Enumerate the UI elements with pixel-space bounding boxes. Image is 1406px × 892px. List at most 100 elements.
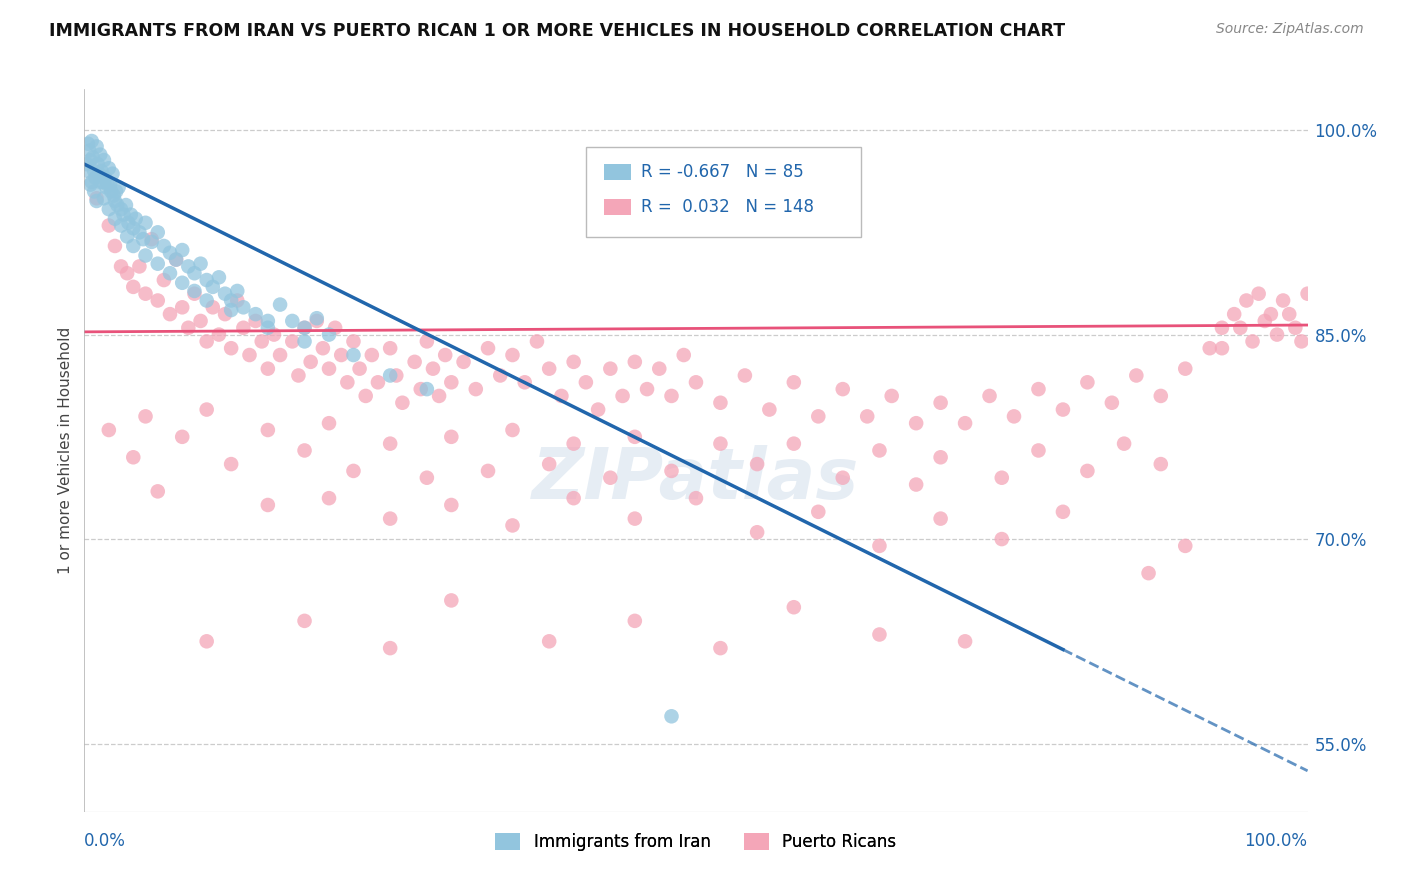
Point [245,307,267,321]
Point [905,416,928,430]
Point [1291,334,1313,349]
Point [132,232,155,246]
Point [422,361,444,376]
Point [1052,505,1074,519]
Point [115,229,138,244]
Point [105,185,128,199]
Point [330,348,353,362]
Point [929,450,952,465]
Point [342,348,364,362]
Point [83,185,105,199]
Point [709,396,731,410]
Point [1260,307,1282,321]
Point [1174,361,1197,376]
Point [1076,376,1098,390]
Point [195,334,218,349]
Point [318,491,340,505]
Point [562,355,585,369]
Point [612,389,634,403]
Point [165,252,187,267]
Point [440,430,463,444]
Point [991,471,1014,485]
Point [195,293,218,308]
Point [385,368,408,383]
Point [391,396,413,410]
Point [624,511,647,525]
Point [427,389,450,403]
Point [195,402,218,417]
Point [869,443,891,458]
Point [110,202,132,216]
Point [349,361,371,376]
Point [734,368,756,383]
Point [1002,409,1025,424]
Point [513,376,536,390]
Point [80,134,103,148]
Text: R =  0.032   N = 148: R = 0.032 N = 148 [641,198,814,216]
Point [269,348,291,362]
Point [195,634,218,648]
Point [661,389,683,403]
Point [953,634,976,648]
Point [82,150,104,164]
Point [599,471,621,485]
Point [416,471,439,485]
Text: Source: ZipAtlas.com: Source: ZipAtlas.com [1216,22,1364,37]
Point [747,525,769,540]
Point [146,293,169,308]
Point [1272,293,1295,308]
Point [1223,307,1246,321]
Point [122,450,145,465]
Point [86,194,108,208]
Point [1076,464,1098,478]
Point [294,443,316,458]
Point [477,464,499,478]
Point [128,225,150,239]
Point [219,341,242,355]
Point [135,248,157,262]
Point [624,355,647,369]
Point [672,348,695,362]
Point [342,334,364,349]
Point [294,334,316,349]
Point [219,303,242,318]
Point [159,307,181,321]
Point [323,320,346,334]
Point [177,260,200,274]
Point [219,293,242,308]
Point [929,396,952,410]
Point [115,266,138,280]
Point [128,260,150,274]
Point [208,270,231,285]
Point [312,341,335,355]
Point [979,389,1001,403]
Point [1229,320,1251,334]
Point [783,600,806,615]
Point [294,320,316,334]
Point [172,276,194,290]
Point [107,180,129,194]
Point [219,457,242,471]
Point [354,389,377,403]
Point [1278,307,1301,321]
Point [122,221,145,235]
Point [257,498,280,512]
Point [1211,320,1233,334]
Point [257,314,280,328]
Point [77,164,100,178]
Point [367,376,389,390]
Point [305,311,328,326]
Point [502,423,524,437]
Point [336,376,359,390]
Point [380,436,402,450]
Point [318,361,340,376]
Point [159,245,181,260]
Point [1265,327,1288,342]
Point [141,235,163,249]
Point [807,409,830,424]
Point [195,273,218,287]
Point [380,341,402,355]
Point [226,293,249,308]
Point [305,314,328,328]
Point [440,376,463,390]
